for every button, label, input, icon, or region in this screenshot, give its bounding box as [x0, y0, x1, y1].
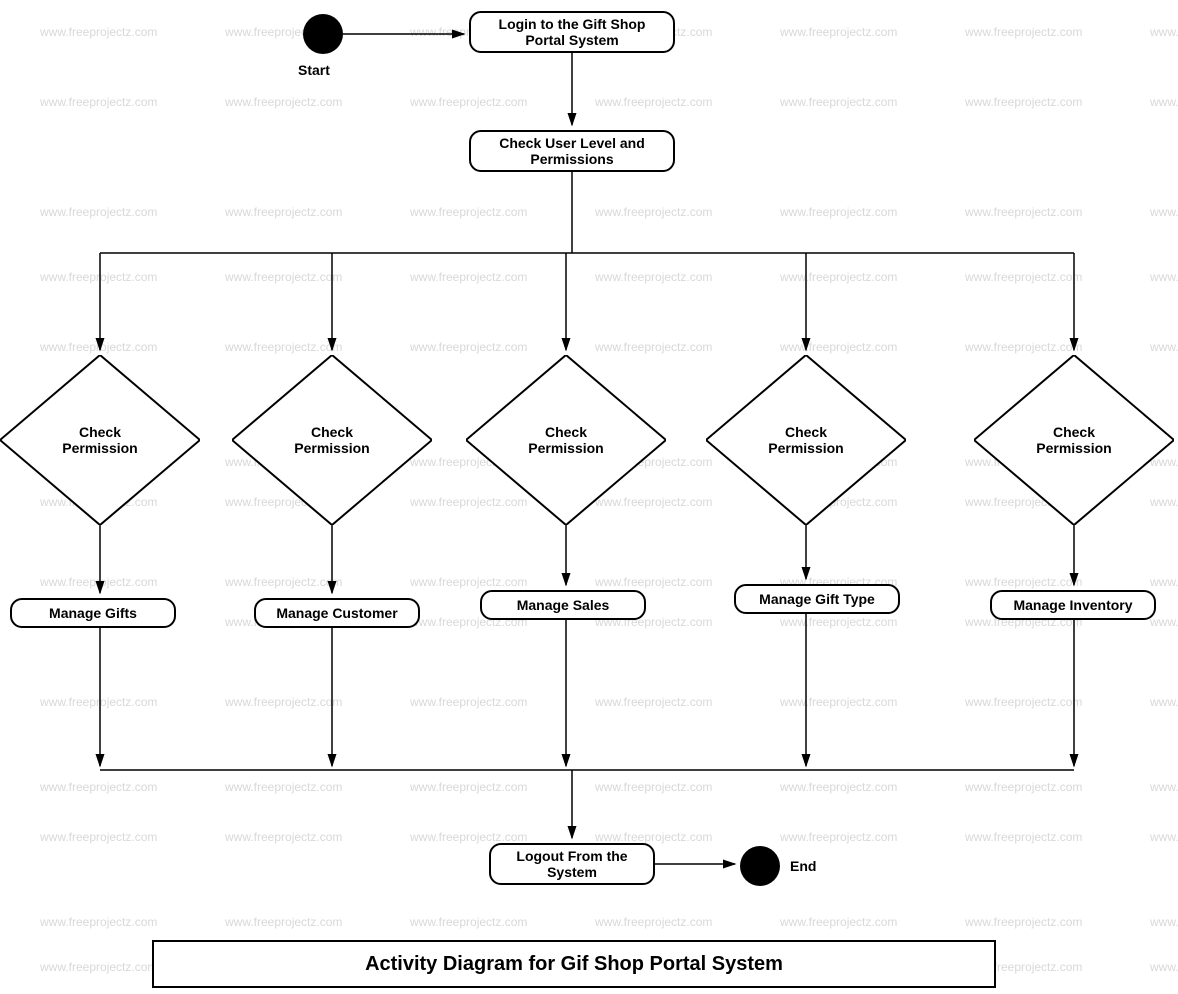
end-node — [740, 846, 780, 886]
manage-customer-label: Manage Customer — [276, 605, 397, 621]
perm2-l2: Permission — [294, 440, 369, 456]
manage-customer-box: Manage Customer — [254, 598, 420, 628]
end-label: End — [790, 858, 816, 874]
login-box: Login to the Gift Shop Portal System — [469, 11, 675, 53]
login-label: Login to the Gift Shop Portal System — [479, 16, 665, 48]
start-node — [303, 14, 343, 54]
check-level-label: Check User Level and Permissions — [479, 135, 665, 167]
perm3-l1: Check — [545, 424, 587, 440]
title-box: Activity Diagram for Gif Shop Portal Sys… — [152, 940, 996, 988]
start-label: Start — [298, 62, 330, 78]
manage-gifts-box: Manage Gifts — [10, 598, 176, 628]
manage-gift-type-label: Manage Gift Type — [759, 591, 875, 607]
perm-diamond-2: CheckPermission — [232, 355, 432, 525]
manage-gift-type-box: Manage Gift Type — [734, 584, 900, 614]
perm5-l2: Permission — [1036, 440, 1111, 456]
perm-diamond-5: CheckPermission — [974, 355, 1174, 525]
perm4-l1: Check — [785, 424, 827, 440]
manage-inventory-box: Manage Inventory — [990, 590, 1156, 620]
perm4-l2: Permission — [768, 440, 843, 456]
perm-diamond-3: CheckPermission — [466, 355, 666, 525]
perm-diamond-1: CheckPermission — [0, 355, 200, 525]
manage-inventory-label: Manage Inventory — [1013, 597, 1132, 613]
perm1-l2: Permission — [62, 440, 137, 456]
perm2-l1: Check — [311, 424, 353, 440]
perm1-l1: Check — [79, 424, 121, 440]
check-level-box: Check User Level and Permissions — [469, 130, 675, 172]
perm5-l1: Check — [1053, 424, 1095, 440]
title-label: Activity Diagram for Gif Shop Portal Sys… — [365, 953, 783, 976]
logout-label: Logout From the System — [499, 848, 645, 880]
manage-gifts-label: Manage Gifts — [49, 605, 137, 621]
perm3-l2: Permission — [528, 440, 603, 456]
logout-box: Logout From the System — [489, 843, 655, 885]
manage-sales-label: Manage Sales — [517, 597, 610, 613]
manage-sales-box: Manage Sales — [480, 590, 646, 620]
perm-diamond-4: CheckPermission — [706, 355, 906, 525]
